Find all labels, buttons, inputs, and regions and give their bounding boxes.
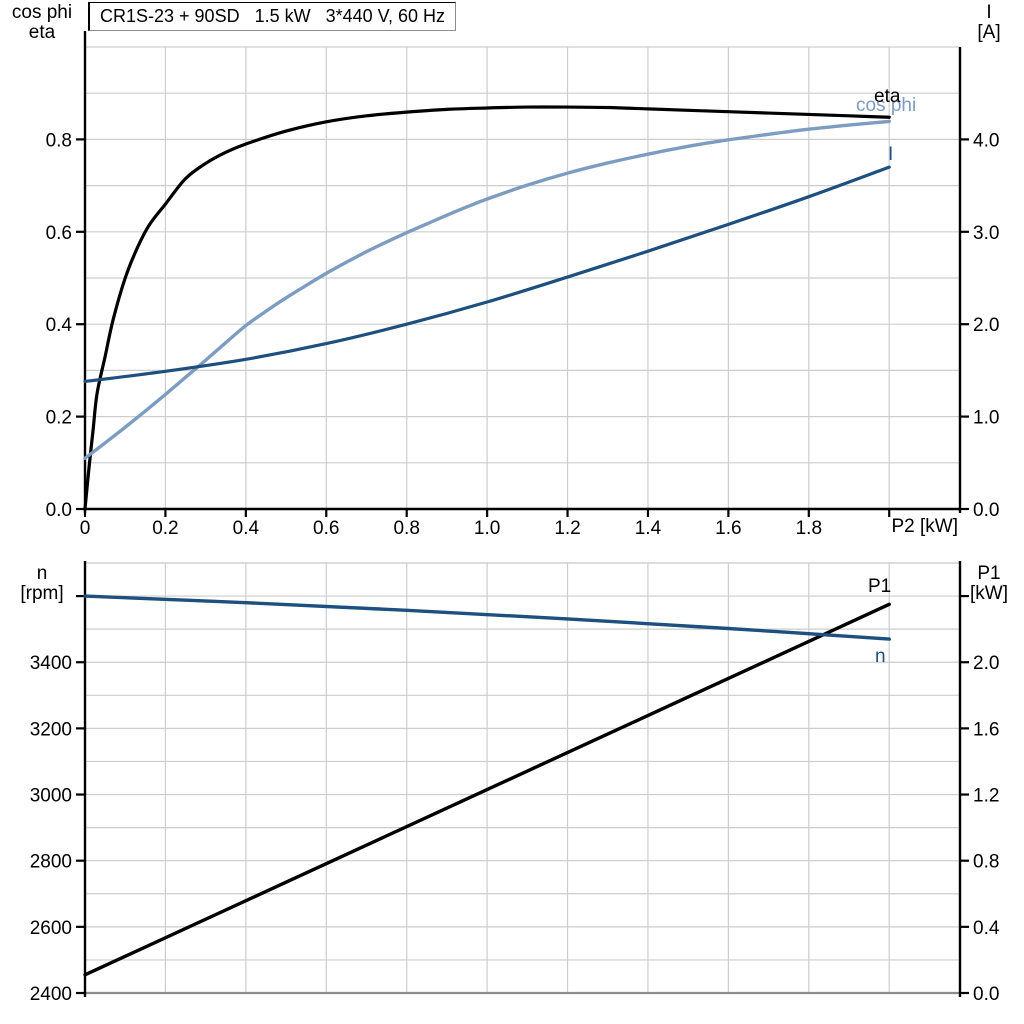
x-axis-tick-label: 1.2 [554,518,580,539]
x-axis-tick-label: 0 [80,518,91,539]
right-axis-tick-label: 1.2 [973,786,999,807]
x-axis-tick-label: 0.8 [393,518,419,539]
bottom-left-axis-title: n [rpm] [10,564,74,604]
p1-axis-label: P1 [977,563,1001,584]
right-axis-tick-label: 4.0 [973,130,999,151]
right-axis-tick-label: 0.0 [973,500,999,521]
left-axis-tick-label: 2600 [30,918,72,939]
right-axis-tick-label: 1.0 [973,408,999,429]
right-axis-tick-label: 0.0 [973,984,999,1005]
x-axis-tick-label: 1.8 [796,518,822,539]
left-axis-tick-label: 3000 [30,786,72,807]
p1-curve-label: P1 [868,576,892,597]
left-axis-tick-label: 2400 [30,984,72,1005]
eta-curve [83,105,891,511]
bottom-right-axis-title: P1 [kW] [960,564,1018,604]
right-axis-tick-label: 2.0 [973,653,999,674]
eta-axis-label: eta [28,22,56,43]
cos-phi-curve-label: cos phi [856,95,917,116]
eta-curve-label: eta [874,86,901,107]
n-curve-label: n [875,646,886,667]
left-axis-tick-label: 0.8 [46,130,72,151]
left-axis-tick-label: 0.0 [46,500,72,521]
current-axis-label: I [986,2,992,23]
x-axis-title: P2 [kW] [891,516,958,537]
x-axis-tick-label: 0.6 [313,518,339,539]
left-axis-tick-label: 3400 [30,653,72,674]
right-axis-tick-label: 0.4 [973,918,1000,939]
cos-phi-axis-label: cos phi [11,2,73,23]
top-right-axis-title: I [A] [960,3,1018,43]
left-axis-tick-label: 2800 [30,852,72,873]
current-curve-label: I [888,144,894,165]
kw-unit-label: [kW] [970,583,1008,604]
ampere-unit-label: [A] [977,22,1001,43]
x-axis-tick-label: 0.2 [152,518,178,539]
x-axis-tick-label: 1.0 [474,518,500,539]
left-axis-tick-label: 0.6 [46,223,72,244]
left-axis-tick-label: 3200 [30,719,72,740]
p1-curve [83,602,891,977]
right-axis-tick-label: 2.0 [973,315,999,336]
right-axis-tick-label: 1.6 [973,719,999,740]
chart-title: CR1S-23 + 90SD 1.5 kW 3*440 V, 60 Hz [88,2,457,31]
i-curve [83,165,891,384]
right-axis-tick-label: 3.0 [973,223,999,244]
left-axis-tick-label: 0.2 [46,408,72,429]
speed-axis-label: n [36,563,48,584]
x-axis-tick-label: 1.4 [635,518,662,539]
top-left-axis-title: cos phi eta [6,3,78,43]
x-axis-tick-label: 1.6 [715,518,741,539]
rpm-unit-label: [rpm] [20,583,64,604]
right-axis-tick-label: 0.8 [973,852,999,873]
left-axis-tick-label: 0.4 [46,315,73,336]
cos-phi-curve [83,119,891,460]
x-axis-tick-label: 0.4 [233,518,260,539]
n-curve [83,594,891,641]
